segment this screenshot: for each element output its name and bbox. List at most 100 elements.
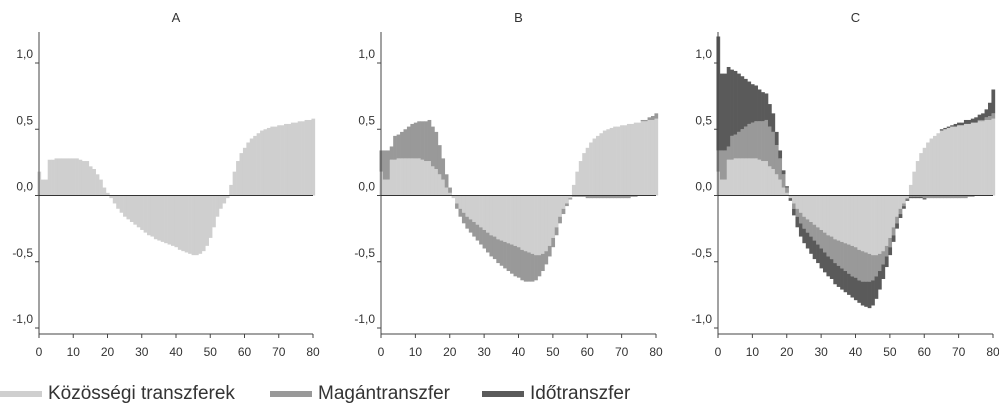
bar-c-s2-x75 — [974, 117, 978, 123]
bar-c-s0-x64 — [936, 133, 941, 196]
bar-b-s0-x52 — [558, 195, 562, 217]
bar-a-s0-x80 — [311, 118, 316, 196]
y-tick-label-a-0: -1,0 — [12, 312, 33, 326]
bar-c-s0-x24 — [798, 195, 803, 213]
bar-c-s1-x59 — [919, 195, 923, 197]
bar-c-s2-x51 — [891, 235, 896, 242]
bar-c-s1-x20 — [785, 187, 789, 193]
x-tick-label-c-8: 80 — [986, 345, 999, 359]
bar-c-s1-x28 — [812, 224, 817, 241]
bar-c-s2-x53 — [898, 214, 903, 219]
bar-a-s0-x4 — [51, 159, 55, 196]
bar-a-s0-x61 — [246, 142, 251, 196]
bar-c-s0-x34 — [833, 195, 838, 240]
bar-a-s0-x41 — [177, 195, 182, 250]
bar-c-s2-x80 — [991, 89, 996, 114]
bar-b-s0-x18 — [441, 179, 446, 196]
bar-b-s1-x47 — [540, 253, 545, 272]
bar-b-s1-x71 — [623, 195, 628, 199]
bar-c-s2-x1 — [719, 73, 724, 151]
bar-b-s0-x19 — [444, 187, 449, 196]
bar-a-s0-x67 — [266, 127, 271, 196]
bar-b-s1-x49 — [547, 245, 552, 257]
y-tick-label-b-0: -1,0 — [354, 312, 375, 326]
bar-c-s1-x63 — [932, 195, 937, 199]
bar-a-s0-x77 — [301, 121, 305, 196]
bar-c-s2-x21 — [788, 198, 793, 201]
bar-a-s0-x59 — [239, 153, 244, 196]
bar-b-s1-x48 — [544, 251, 549, 265]
bar-a-s0-x35 — [157, 195, 162, 241]
bar-c-s0-x75 — [974, 122, 978, 196]
bar-b-s0-x24 — [461, 195, 466, 213]
bar-a-s0-x33 — [150, 195, 155, 237]
bar-a-s0-x28 — [133, 195, 138, 225]
bar-b-s1-x25 — [465, 216, 470, 229]
bar-b-s0-x7 — [403, 158, 408, 196]
bar-c-s2-x23 — [795, 216, 800, 228]
bar-c-s0-x7 — [740, 158, 745, 196]
x-tick-label-a-0: 0 — [36, 345, 43, 359]
bar-c-s0-x60 — [922, 147, 927, 196]
x-tick-label-c-7: 70 — [952, 345, 966, 359]
bar-b-s0-x65 — [602, 130, 607, 196]
bar-a-s0-x65 — [260, 130, 264, 196]
bar-c-s2-x42 — [860, 281, 865, 306]
bar-c-s1-x56 — [908, 195, 913, 197]
bar-c-s1-x7 — [740, 129, 745, 159]
x-tick-label-c-5: 50 — [883, 345, 897, 359]
bar-c-s2-x78 — [984, 109, 989, 118]
bar-b-s1-x50 — [551, 237, 556, 248]
legend-label-ido: Időtranszfer — [530, 383, 631, 404]
bar-c-s2-x67 — [946, 126, 951, 128]
bar-c-s1-x27 — [809, 222, 813, 237]
bar-c-s2-x65 — [939, 129, 944, 131]
bar-c-s2-x40 — [853, 277, 858, 301]
bar-b-s0-x31 — [485, 195, 490, 233]
bar-b-s0-x57 — [575, 171, 580, 196]
bar-a-s0-x53 — [218, 195, 223, 209]
bar-b-s1-x67 — [609, 195, 614, 199]
bar-b-s0-x38 — [510, 195, 514, 245]
bar-c-s2-x69 — [953, 123, 958, 127]
bar-b-s1-x36 — [503, 241, 507, 269]
x-tick-label-b-0: 0 — [378, 345, 385, 359]
bar-c-s1-x39 — [850, 245, 855, 277]
bar-a-s0-x64 — [256, 133, 261, 196]
y-tick-label-b-4: 1,0 — [358, 47, 375, 61]
x-tick-label-b-6: 60 — [581, 345, 595, 359]
bar-c-s1-x10 — [750, 122, 755, 159]
bar-b-s0-x41 — [520, 195, 525, 250]
x-tick-label-a-2: 20 — [101, 345, 115, 359]
bar-b-s1-x76 — [640, 119, 645, 122]
bar-b-s1-x57 — [575, 195, 580, 197]
bar-b-s0-x69 — [616, 126, 621, 196]
bar-a-s0-x44 — [188, 195, 192, 254]
bar-c-s0-x63 — [932, 135, 937, 196]
bar-c-s1-x51 — [891, 227, 896, 236]
bar-c-s0-x36 — [840, 195, 844, 242]
bar-c-s2-x57 — [912, 196, 917, 199]
bar-c-s0-x14 — [764, 161, 769, 196]
bar-c-s0-x66 — [943, 129, 948, 196]
bar-b-s1-x43 — [527, 252, 531, 282]
x-tick-label-b-7: 70 — [615, 345, 629, 359]
bar-c-s2-x18 — [778, 150, 783, 159]
bar-b-s1-x77 — [644, 119, 648, 122]
bar-c-s2-x26 — [805, 232, 810, 249]
bar-c-s2-x20 — [785, 186, 789, 188]
bar-c-s1-x5 — [733, 134, 738, 159]
bar-b-s0-x5 — [396, 158, 401, 196]
bar-c-s1-x1 — [719, 150, 724, 180]
bar-c-s2-x3 — [726, 66, 731, 147]
bar-c-s2-x28 — [812, 240, 817, 260]
bar-c-s1-x74 — [970, 195, 975, 197]
bar-c-s1-x41 — [857, 249, 862, 281]
bar-a-s0-x74 — [290, 122, 295, 196]
bar-a-s0-x50 — [208, 195, 213, 238]
bar-a-s0-x49 — [205, 195, 209, 246]
bar-c-s1-x80 — [991, 113, 996, 119]
bar-c-s1-x49 — [884, 245, 889, 257]
bar-c-s2-x70 — [957, 122, 961, 126]
bar-a-s0-x55 — [225, 195, 230, 199]
